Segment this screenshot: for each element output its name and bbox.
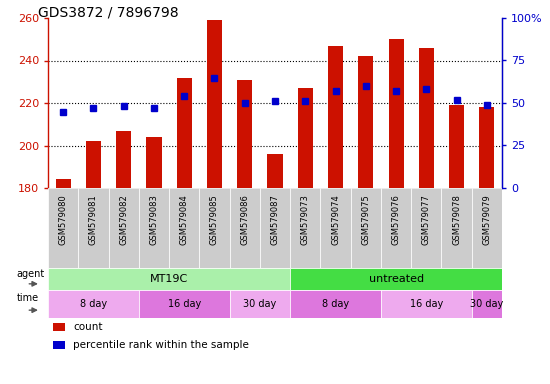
Bar [419, 48, 434, 188]
Text: GSM579085: GSM579085 [210, 194, 219, 245]
Bar [298, 88, 313, 188]
Text: GSM579074: GSM579074 [331, 194, 340, 245]
Bar [48, 188, 78, 268]
Bar [237, 79, 252, 188]
Text: 8 day: 8 day [80, 299, 107, 309]
Bar [86, 141, 101, 188]
Bar [351, 188, 381, 268]
Text: time: time [17, 293, 39, 303]
Text: 16 day: 16 day [410, 299, 443, 309]
Bar [169, 188, 199, 268]
Text: GSM579083: GSM579083 [150, 194, 158, 245]
Bar [116, 131, 131, 188]
Text: GSM579073: GSM579073 [301, 194, 310, 245]
Bar [381, 290, 472, 318]
Text: GSM579079: GSM579079 [482, 194, 491, 245]
Bar [381, 188, 411, 268]
Text: GSM579081: GSM579081 [89, 194, 98, 245]
Text: 16 day: 16 day [168, 299, 201, 309]
Bar [472, 290, 502, 318]
Text: percentile rank within the sample: percentile rank within the sample [73, 340, 249, 350]
Bar [146, 137, 162, 188]
Bar [53, 323, 65, 331]
Text: untreated: untreated [368, 274, 424, 284]
Bar [78, 188, 108, 268]
Text: GDS3872 / 7896798: GDS3872 / 7896798 [38, 5, 179, 19]
Bar [388, 39, 404, 188]
Text: 30 day: 30 day [243, 299, 277, 309]
Bar [229, 290, 290, 318]
Bar [199, 188, 229, 268]
Bar [472, 188, 502, 268]
Text: 8 day: 8 day [322, 299, 349, 309]
Bar [260, 188, 290, 268]
Text: count: count [73, 322, 102, 332]
Text: GSM579076: GSM579076 [392, 194, 400, 245]
Bar [108, 188, 139, 268]
Text: GSM579087: GSM579087 [271, 194, 279, 245]
Bar [328, 46, 343, 188]
Text: GSM579082: GSM579082 [119, 194, 128, 245]
Text: GSM579086: GSM579086 [240, 194, 249, 245]
Bar [229, 188, 260, 268]
Bar [139, 290, 229, 318]
Bar [267, 154, 283, 188]
Bar [56, 179, 71, 188]
Bar [321, 188, 351, 268]
Text: GSM579075: GSM579075 [361, 194, 370, 245]
Text: GSM579078: GSM579078 [452, 194, 461, 245]
Bar [177, 78, 192, 188]
Text: GSM579077: GSM579077 [422, 194, 431, 245]
Bar [290, 268, 502, 290]
Bar [48, 290, 139, 318]
Bar [207, 20, 222, 188]
Text: agent: agent [17, 269, 45, 279]
Bar [53, 341, 65, 349]
Bar [139, 188, 169, 268]
Bar [442, 188, 472, 268]
Bar [479, 107, 494, 188]
Text: 30 day: 30 day [470, 299, 503, 309]
Text: GSM579080: GSM579080 [59, 194, 68, 245]
Bar [48, 268, 290, 290]
Bar [290, 290, 381, 318]
Text: GSM579084: GSM579084 [180, 194, 189, 245]
Bar [290, 188, 321, 268]
Bar [411, 188, 442, 268]
Text: MT19C: MT19C [150, 274, 188, 284]
Bar [449, 105, 464, 188]
Bar [358, 56, 373, 188]
